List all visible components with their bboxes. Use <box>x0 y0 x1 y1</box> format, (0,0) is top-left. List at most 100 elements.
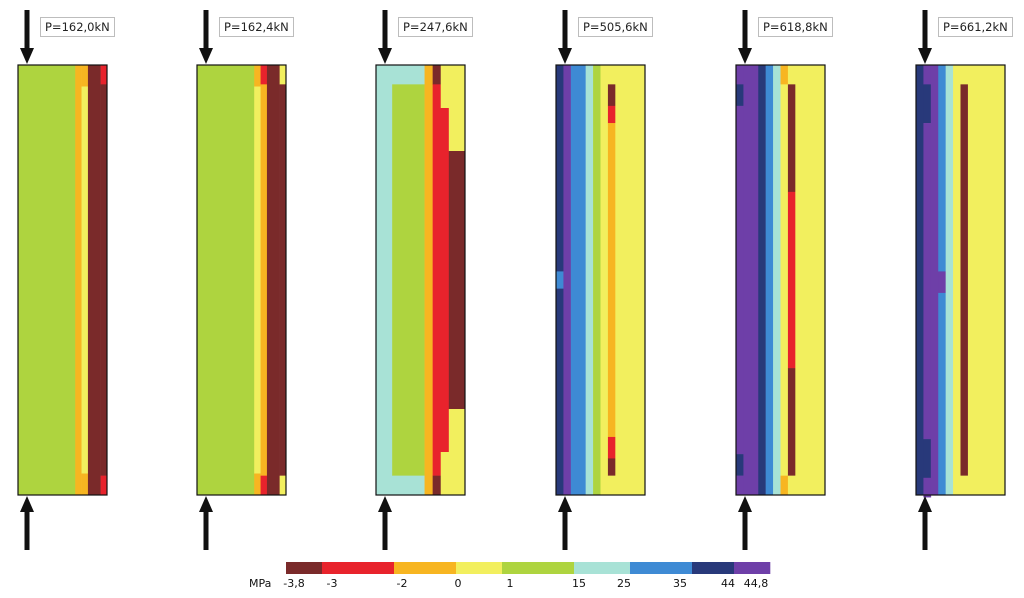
load-arrow-bottom-shaft <box>24 510 30 550</box>
load-label: P=162,4kN <box>219 17 294 37</box>
legend-band <box>394 562 457 574</box>
stress-cell <box>100 475 108 496</box>
load-arrow-top-shaft <box>203 10 209 50</box>
stress-cell <box>960 65 969 85</box>
stress-cell <box>197 65 255 496</box>
stress-cell <box>75 65 82 496</box>
stress-cell <box>607 65 616 85</box>
load-arrow-bottom-icon <box>918 496 932 512</box>
stress-cell <box>743 65 759 496</box>
stress-cell <box>736 454 744 476</box>
column-panel <box>735 10 826 550</box>
stress-cell <box>424 65 433 496</box>
stress-cell <box>953 65 961 496</box>
stress-cell <box>260 84 268 476</box>
legend-band <box>574 562 631 574</box>
stress-cell <box>765 65 774 496</box>
legend-unit: MPa <box>249 577 272 590</box>
stress-cell <box>432 65 442 85</box>
load-arrow-bottom-icon <box>558 496 572 512</box>
load-arrow-bottom-icon <box>199 496 213 512</box>
stress-cell <box>787 368 796 476</box>
stress-cell <box>780 475 789 496</box>
stress-cell <box>279 65 287 85</box>
panel-outline <box>375 64 466 496</box>
legend-band <box>286 562 323 574</box>
stress-cell <box>440 108 450 453</box>
stress-cell <box>787 65 796 85</box>
load-arrow-bottom-icon <box>20 496 34 512</box>
stress-cell <box>607 436 616 459</box>
stress-cell <box>18 65 76 496</box>
panel-outline <box>555 64 646 496</box>
load-arrow-bottom-shaft <box>922 510 928 550</box>
stress-cell <box>260 475 268 496</box>
legend-tick-label: 44,8 <box>743 577 769 590</box>
load-arrow-top-icon <box>918 48 932 64</box>
load-arrow-bottom-shaft <box>742 510 748 550</box>
stress-cell <box>556 65 564 272</box>
load-arrow-top-icon <box>738 48 752 64</box>
load-arrow-bottom-icon <box>738 496 752 512</box>
stress-cell <box>279 84 287 476</box>
stress-cell <box>440 452 450 496</box>
stress-cell <box>392 65 425 85</box>
stress-cell <box>563 65 572 496</box>
stress-cell <box>448 65 466 152</box>
stress-cell <box>556 271 564 289</box>
load-arrow-top-icon <box>20 48 34 64</box>
column-panel <box>555 10 646 550</box>
stress-cell <box>787 191 796 369</box>
stress-cell <box>938 271 946 294</box>
stress-cell <box>923 65 932 85</box>
stress-cell <box>81 473 89 496</box>
legend-band <box>630 562 693 574</box>
stress-cell <box>758 65 766 496</box>
stress-cell <box>254 65 261 87</box>
load-arrow-top-icon <box>199 48 213 64</box>
stress-cell <box>923 477 932 498</box>
legend-tick-label: 15 <box>572 577 586 590</box>
stress-cell <box>923 123 932 440</box>
load-arrow-top-shaft <box>562 10 568 50</box>
panel-outline <box>17 64 108 496</box>
stress-cell <box>736 65 744 85</box>
stress-cell <box>945 65 954 496</box>
stress-cell <box>585 65 594 496</box>
column-panel <box>375 10 466 550</box>
load-arrow-top-shaft <box>24 10 30 50</box>
stress-cell <box>960 475 969 496</box>
legend-band <box>502 562 575 574</box>
stress-cell <box>81 65 89 87</box>
load-label: P=661,2kN <box>938 17 1013 37</box>
load-arrow-top-shaft <box>382 10 388 50</box>
stress-cell <box>254 473 261 496</box>
column-panel <box>915 10 1006 550</box>
stress-cell <box>100 65 108 85</box>
stress-cell <box>916 65 924 496</box>
stress-cell <box>787 475 796 496</box>
stress-cell <box>736 84 744 107</box>
legend-band <box>734 562 771 574</box>
stress-cell <box>736 105 744 455</box>
load-arrow-bottom-shaft <box>562 510 568 550</box>
stress-cell <box>556 288 564 496</box>
stress-cell <box>780 84 789 476</box>
legend-tick-label: 1 <box>506 577 514 590</box>
stress-cell <box>593 65 601 496</box>
legend-band <box>692 562 735 574</box>
load-arrow-top-shaft <box>922 10 928 50</box>
stress-cell <box>607 105 616 124</box>
stress-cell <box>607 123 616 438</box>
legend-tick-label: -2 <box>396 577 408 590</box>
load-arrow-top-shaft <box>742 10 748 50</box>
stress-cell <box>930 65 939 496</box>
stress-cell <box>376 65 393 496</box>
legend-colorbar <box>286 562 771 574</box>
load-label: P=505,6kN <box>578 17 653 37</box>
stress-cell <box>440 65 450 109</box>
stress-cell <box>615 65 646 496</box>
stress-cell <box>607 458 616 476</box>
